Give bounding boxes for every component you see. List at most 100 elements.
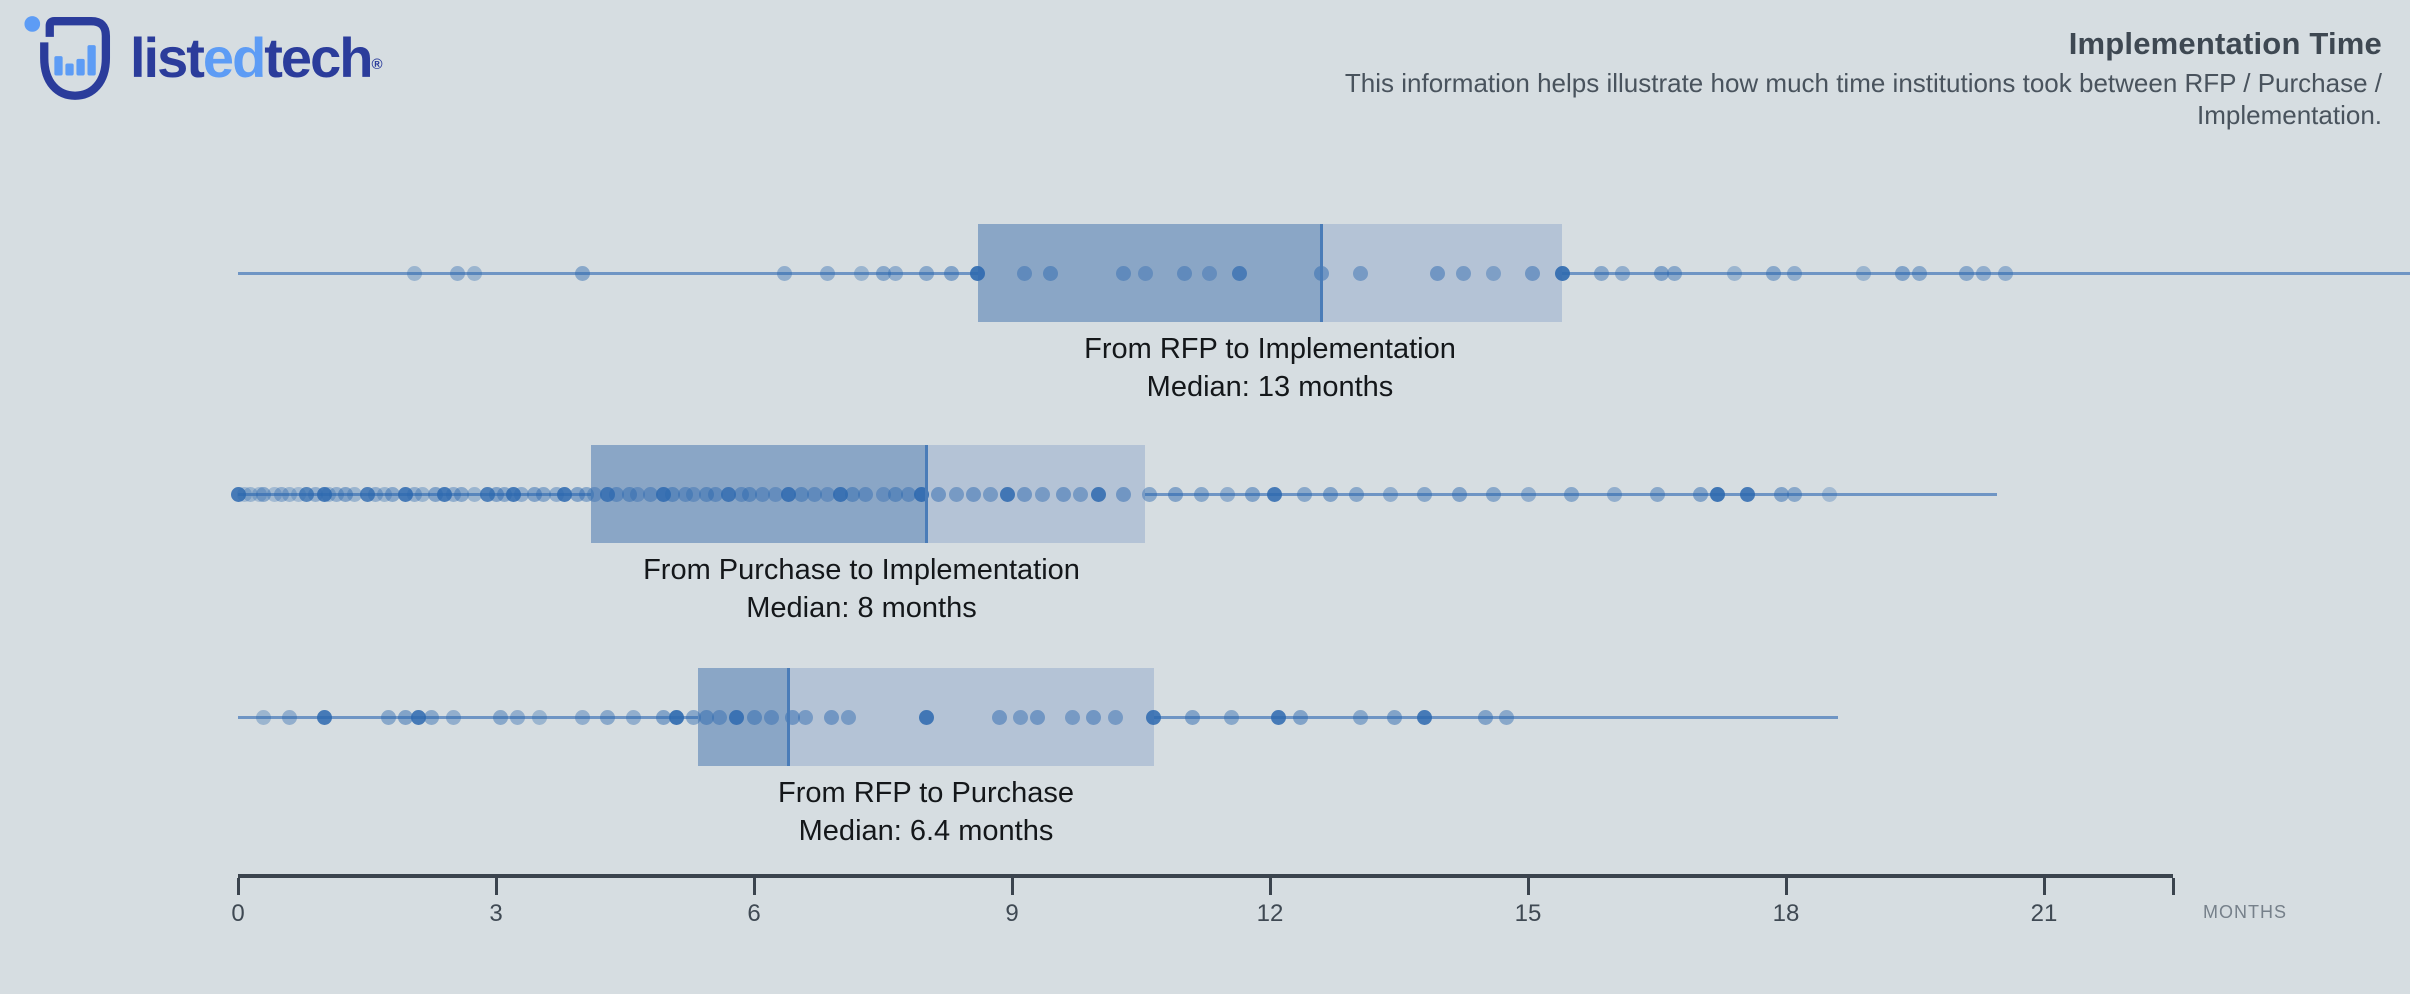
data-point — [1107, 709, 1123, 725]
data-point — [823, 709, 839, 725]
data-point — [415, 486, 431, 502]
page-title: Implementation Time — [2068, 26, 2382, 61]
data-point — [1017, 486, 1033, 502]
data-point — [1000, 486, 1016, 502]
wordmark-ed: ed — [202, 26, 266, 89]
data-point — [600, 486, 616, 502]
data-point — [376, 486, 392, 502]
data-point — [1073, 486, 1089, 502]
series-median: Median: 8 months — [746, 592, 977, 625]
data-point — [918, 709, 934, 725]
series-label-rfp-to-implementation: From RFP to Implementation Median: 13 mo… — [1084, 330, 1456, 407]
data-point — [806, 486, 822, 502]
data-point — [299, 486, 315, 502]
data-point — [1709, 486, 1725, 502]
data-point — [780, 486, 796, 502]
median-line — [924, 445, 928, 543]
data-point — [1142, 486, 1158, 502]
data-point — [1219, 486, 1235, 502]
axis-tick — [236, 878, 240, 895]
axis-tick-label: 0 — [231, 900, 245, 927]
data-point — [699, 486, 715, 502]
data-point — [1013, 709, 1029, 725]
data-point — [1387, 709, 1403, 725]
data-point — [1615, 265, 1631, 281]
data-point — [531, 709, 547, 725]
data-point — [488, 486, 504, 502]
data-point — [845, 486, 861, 502]
data-point — [406, 486, 422, 502]
series-label-rfp-to-purchase: From RFP to Purchase Median: 6.4 months — [778, 774, 1074, 851]
data-point — [398, 709, 414, 725]
data-point — [338, 486, 353, 502]
axis-tick-label: 12 — [1256, 900, 1284, 927]
data-point — [686, 486, 702, 502]
data-point — [1774, 486, 1790, 502]
data-point — [346, 486, 362, 502]
series-name: From RFP to Purchase — [777, 777, 1075, 809]
axis-tick — [1784, 878, 1788, 895]
data-point — [1666, 265, 1682, 281]
box-q1-to-median — [977, 224, 1322, 322]
data-point — [1223, 709, 1239, 725]
data-point — [875, 486, 891, 502]
data-point — [587, 486, 603, 502]
data-point — [535, 486, 551, 502]
data-point — [467, 265, 482, 281]
registered-trademark-symbol: ® — [371, 56, 383, 73]
data-point — [1451, 486, 1467, 502]
data-point — [454, 486, 470, 502]
data-point — [1692, 486, 1708, 502]
data-point — [398, 486, 414, 502]
data-point — [1456, 265, 1471, 281]
data-point — [1034, 486, 1050, 502]
data-point — [1116, 486, 1132, 502]
data-point — [1959, 265, 1975, 281]
data-point — [854, 265, 869, 281]
axis-tick — [752, 878, 756, 895]
data-point — [1271, 709, 1287, 725]
data-point — [888, 265, 904, 281]
data-point — [1520, 486, 1536, 502]
data-point — [768, 486, 783, 502]
data-point — [368, 486, 384, 502]
data-point — [381, 709, 396, 725]
series-median: Median: 6.4 months — [798, 815, 1054, 848]
data-point — [1352, 709, 1368, 725]
data-point — [282, 486, 298, 502]
data-point — [574, 265, 590, 281]
data-point — [578, 486, 594, 502]
data-point — [449, 265, 465, 281]
data-point — [1726, 265, 1742, 281]
data-point — [320, 486, 336, 502]
data-point — [505, 486, 521, 502]
data-point — [1486, 486, 1502, 502]
axis-tick — [1526, 878, 1530, 895]
header-titles: Implementation Time This information hel… — [1322, 26, 2382, 131]
data-point — [574, 709, 590, 725]
data-point — [273, 486, 289, 502]
data-point — [1894, 265, 1910, 281]
data-point — [1653, 265, 1669, 281]
data-point — [626, 709, 642, 725]
data-point — [1787, 265, 1803, 281]
data-point — [1245, 486, 1261, 502]
data-point — [1821, 486, 1837, 502]
median-line — [1320, 224, 1324, 322]
data-point — [608, 486, 624, 502]
data-point — [359, 486, 375, 502]
data-point — [316, 486, 332, 502]
listedtech-logo-icon — [24, 16, 111, 100]
axis-unit-label: MONTHS — [2203, 902, 2287, 922]
data-point — [918, 265, 934, 281]
data-point — [600, 709, 616, 725]
data-point — [1030, 709, 1046, 725]
data-point — [1146, 709, 1162, 725]
series-label-purchase-to-implementation: From Purchase to Implementation Median: … — [643, 551, 1080, 628]
data-point — [1043, 265, 1059, 281]
data-point — [664, 486, 680, 502]
data-point — [243, 486, 259, 502]
axis-line — [238, 874, 2173, 878]
data-point — [832, 486, 848, 502]
